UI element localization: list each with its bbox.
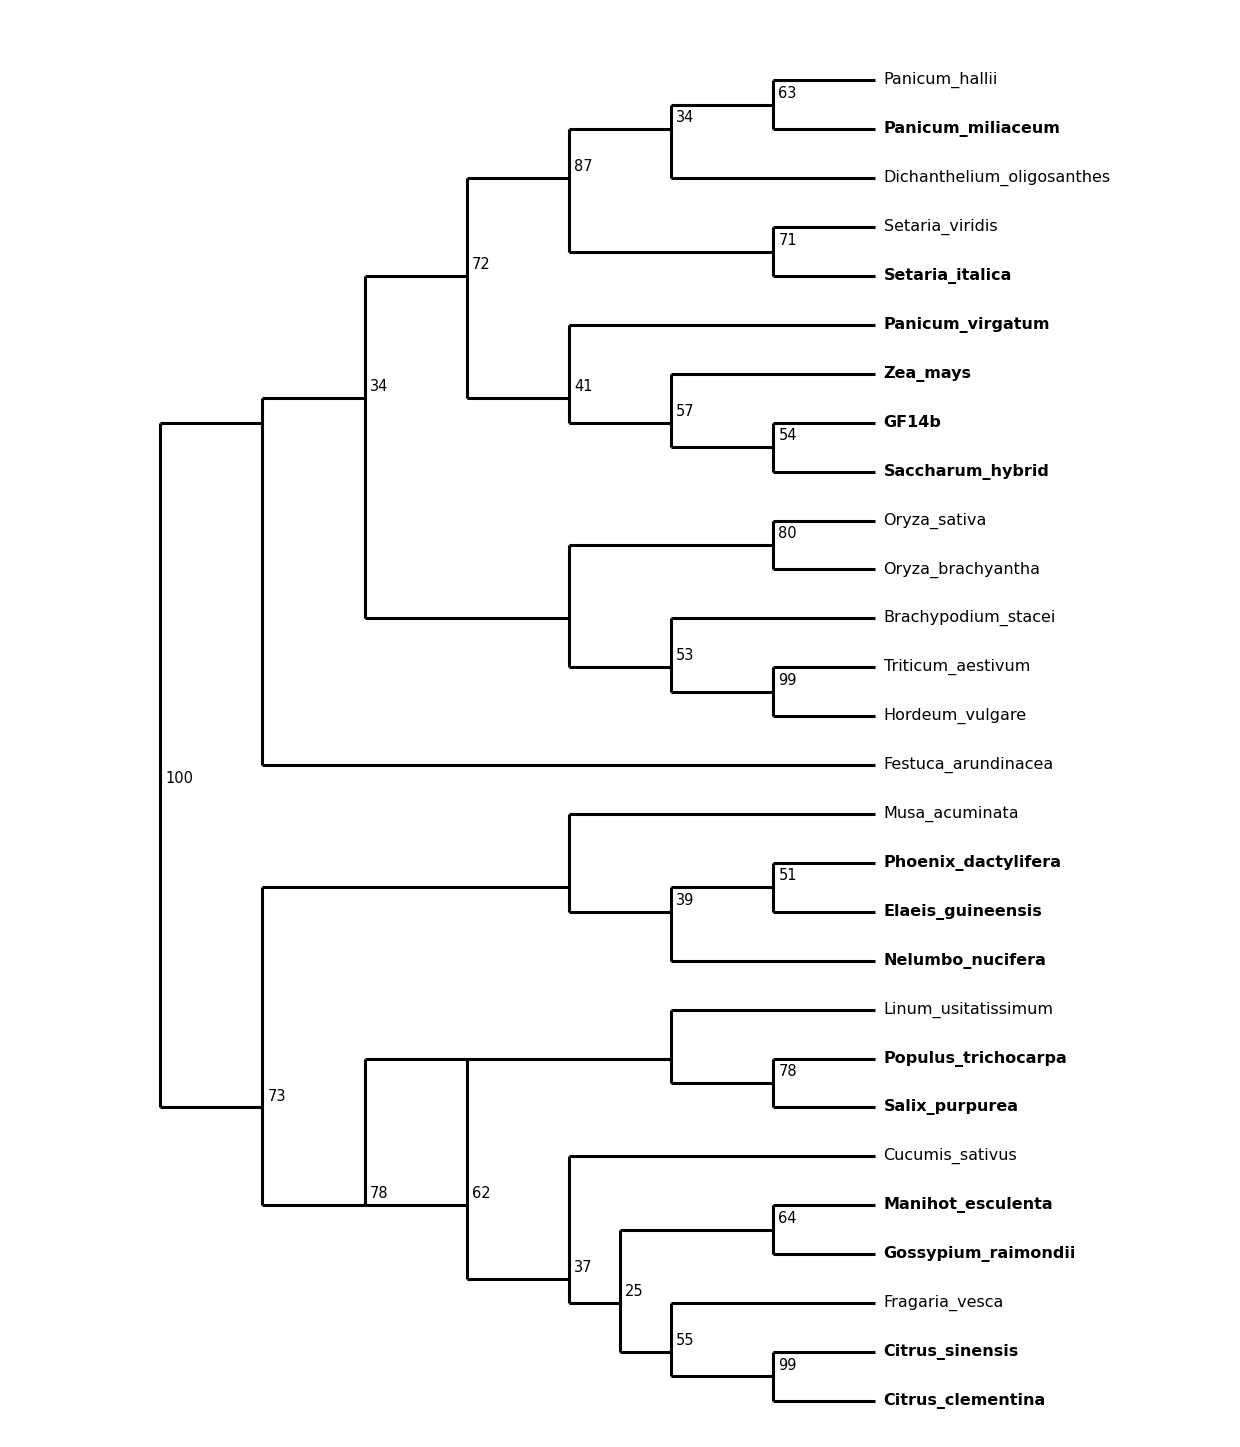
Text: Linum_usitatissimum: Linum_usitatissimum: [884, 1001, 1054, 1017]
Text: 78: 78: [779, 1064, 797, 1079]
Text: Cucumis_sativus: Cucumis_sativus: [884, 1149, 1017, 1165]
Text: 62: 62: [472, 1187, 491, 1201]
Text: Brachypodium_stacei: Brachypodium_stacei: [884, 611, 1056, 627]
Text: 64: 64: [779, 1211, 797, 1226]
Text: 34: 34: [370, 379, 388, 395]
Text: 34: 34: [676, 110, 694, 126]
Text: 99: 99: [779, 1357, 797, 1373]
Text: Oryza_brachyantha: Oryza_brachyantha: [884, 561, 1040, 577]
Text: Musa_acuminata: Musa_acuminata: [884, 806, 1019, 822]
Text: Elaeis_guineensis: Elaeis_guineensis: [884, 904, 1043, 920]
Text: 55: 55: [676, 1333, 694, 1349]
Text: Festuca_arundinacea: Festuca_arundinacea: [884, 757, 1054, 773]
Text: Setaria_viridis: Setaria_viridis: [884, 218, 997, 236]
Text: 25: 25: [625, 1283, 644, 1299]
Text: Hordeum_vulgare: Hordeum_vulgare: [884, 708, 1027, 725]
Text: 72: 72: [472, 258, 491, 272]
Text: 39: 39: [676, 893, 694, 907]
Text: Citrus_clementina: Citrus_clementina: [884, 1393, 1045, 1409]
Text: 80: 80: [779, 527, 797, 541]
Text: 41: 41: [574, 379, 593, 395]
Text: Setaria_italica: Setaria_italica: [884, 268, 1012, 284]
Text: Panicum_miliaceum: Panicum_miliaceum: [884, 122, 1060, 137]
Text: 99: 99: [779, 673, 797, 687]
Text: GF14b: GF14b: [884, 415, 941, 430]
Text: Manihot_esculenta: Manihot_esculenta: [884, 1197, 1053, 1213]
Text: Triticum_aestivum: Triticum_aestivum: [884, 660, 1030, 676]
Text: Gossypium_raimondii: Gossypium_raimondii: [884, 1246, 1076, 1262]
Text: 73: 73: [268, 1088, 286, 1104]
Text: Saccharum_hybrid: Saccharum_hybrid: [884, 463, 1049, 479]
Text: 57: 57: [676, 404, 694, 418]
Text: 54: 54: [779, 428, 797, 443]
Text: Nelumbo_nucifera: Nelumbo_nucifera: [884, 952, 1047, 968]
Text: Salix_purpurea: Salix_purpurea: [884, 1100, 1018, 1116]
Text: Oryza_sativa: Oryza_sativa: [884, 512, 987, 528]
Text: 53: 53: [676, 648, 694, 663]
Text: 37: 37: [574, 1260, 593, 1275]
Text: Zea_mays: Zea_mays: [884, 366, 972, 382]
Text: 78: 78: [370, 1187, 388, 1201]
Text: Panicum_virgatum: Panicum_virgatum: [884, 317, 1050, 333]
Text: 63: 63: [779, 85, 797, 101]
Text: 71: 71: [779, 233, 797, 247]
Text: 100: 100: [165, 771, 193, 786]
Text: 87: 87: [574, 159, 593, 174]
Text: Phoenix_dactylifera: Phoenix_dactylifera: [884, 855, 1061, 871]
Text: Panicum_hallii: Panicum_hallii: [884, 72, 998, 88]
Text: 51: 51: [779, 868, 797, 884]
Text: Populus_trichocarpa: Populus_trichocarpa: [884, 1051, 1068, 1066]
Text: Dichanthelium_oligosanthes: Dichanthelium_oligosanthes: [884, 171, 1111, 187]
Text: Citrus_sinensis: Citrus_sinensis: [884, 1344, 1019, 1360]
Text: Fragaria_vesca: Fragaria_vesca: [884, 1295, 1004, 1311]
